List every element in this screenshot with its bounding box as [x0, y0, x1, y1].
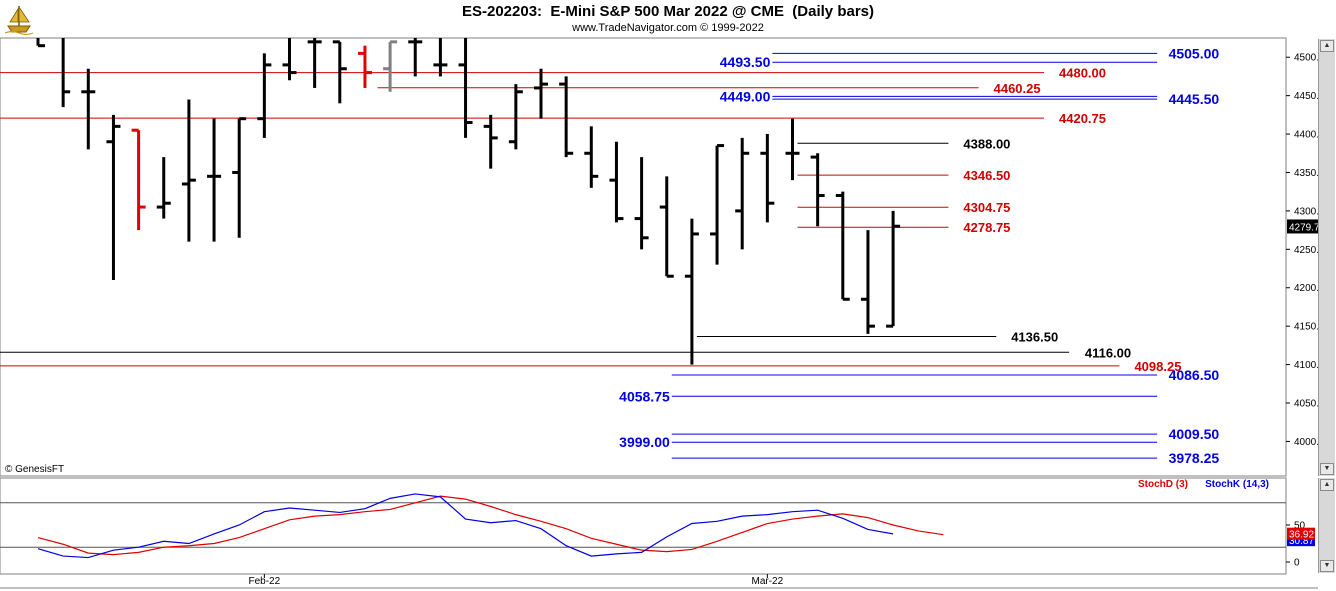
ohlc-bar [181, 99, 196, 242]
price-plot-area [0, 37, 1287, 477]
price-series [0, 38, 1158, 459]
ohlc-bar [634, 157, 649, 250]
chart-subtitle: www.TradeNavigator.com © 1999-2022 [572, 22, 764, 34]
ohlc-bar [860, 230, 875, 334]
ohlc-bar [207, 118, 222, 242]
price-tick-label: 4450.00 [1294, 91, 1331, 102]
stoch-series-line [37, 493, 894, 559]
stochd-value-box [1287, 527, 1315, 540]
price-tick-label: 4500.00 [1294, 53, 1331, 64]
price-tick-label: 4050.00 [1294, 399, 1331, 410]
stochd-value-label: 36.92 [1289, 530, 1314, 541]
ohlc-bar [483, 114, 498, 169]
ohlc-bar [433, 38, 448, 77]
ohlc-bar [232, 117, 247, 238]
level-label: 4493.50 [720, 54, 771, 70]
ohlc-bar [383, 40, 398, 92]
ohlc-bar [131, 128, 146, 231]
ohlc-bar [659, 176, 674, 278]
ohlc-bar [357, 45, 372, 88]
last-price-label: 4279.75 [1289, 222, 1326, 233]
ohlc-bar [332, 40, 347, 104]
level-label: 3978.25 [1169, 450, 1220, 466]
level-label: 4388.00 [963, 136, 1010, 151]
stochastic-plot-area [0, 477, 1287, 575]
ohlc-bar [609, 141, 624, 223]
ohlc-bar [106, 114, 121, 281]
level-label: 4505.00 [1169, 45, 1220, 61]
date-tick-label: Feb-22 [249, 576, 281, 587]
ohlc-bar [81, 68, 96, 150]
ohlc-bar [785, 118, 800, 181]
price-tick-label: 4200.00 [1294, 283, 1331, 294]
price-tick-label: 4100.00 [1294, 360, 1331, 371]
stochastic-panel: Feb-22 Mar-22 0 50 StochD (3) StochK (14,3) 30… [0, 477, 1318, 589]
level-label: 3999.00 [619, 434, 670, 450]
level-label: 4086.50 [1169, 367, 1220, 383]
price-tick-label: 4000.00 [1294, 437, 1331, 448]
chart-header: ES-202203: E-Mini S&P 500 Mar 2022 @ CME… [0, 0, 1336, 38]
level-label: 4009.50 [1169, 426, 1220, 442]
price-tick-label: 4400.00 [1294, 130, 1331, 141]
ohlc-bar [735, 137, 750, 250]
level-label: 4480.00 [1059, 66, 1106, 81]
ohlc-bar [156, 157, 171, 219]
scroll-up-button[interactable]: ▲ [1320, 40, 1334, 52]
ohlc-bar [61, 38, 71, 108]
ohlc-bar [559, 76, 574, 158]
stochk-value-label: 30.87 [1289, 536, 1314, 547]
ohlc-bar [257, 53, 272, 138]
genesis-watermark: © GenesisFT [5, 464, 64, 475]
ohlc-bar [886, 210, 901, 328]
ohlc-bar [584, 126, 599, 188]
level-label: 4058.75 [619, 388, 670, 404]
stochastic-scrollbar[interactable]: ▲ ▼ [1318, 478, 1335, 573]
level-label: 4449.00 [720, 88, 771, 104]
date-tick-label: Mar-22 [752, 576, 784, 587]
level-label: 4445.50 [1169, 91, 1220, 107]
scroll-up-button[interactable]: ▲ [1320, 479, 1334, 491]
chart-title: ES-202203: E-Mini S&P 500 Mar 2022 @ CME… [461, 3, 875, 20]
level-label: 4278.75 [963, 220, 1010, 235]
ohlc-bar [508, 84, 523, 150]
level-label: 4098.25 [1134, 359, 1181, 374]
stoch-tick-label: 0 [1294, 558, 1300, 569]
level-label: 4136.50 [1011, 330, 1058, 345]
stoch-series-line [37, 495, 944, 556]
stochk-value-box [1287, 535, 1315, 547]
level-label: 4346.50 [963, 168, 1010, 183]
scroll-down-button[interactable]: ▼ [1320, 463, 1334, 475]
level-label: 4116.00 [1085, 345, 1131, 360]
ohlc-bar [408, 38, 423, 77]
price-tick-label: 4350.00 [1294, 168, 1331, 179]
ohlc-bar [684, 218, 699, 365]
ohlc-bar [307, 38, 322, 88]
legend-stochd: StochD (3) [1138, 479, 1188, 490]
ohlc-bar [760, 134, 775, 223]
price-tick-label: 4150.00 [1294, 322, 1331, 333]
level-label: 4420.75 [1059, 111, 1106, 126]
level-label: 4460.25 [994, 81, 1041, 96]
stoch-tick-label: 50 [1294, 521, 1306, 532]
ohlc-bar [36, 38, 45, 48]
ohlc-bar [710, 144, 725, 265]
ohlc-bar [282, 38, 297, 81]
price-tick-label: 4250.00 [1294, 245, 1331, 256]
ohlc-bar [835, 191, 850, 301]
legend-stochk: StochK (14,3) [1205, 479, 1269, 490]
ohlc-bar [534, 68, 548, 119]
price-scrollbar[interactable]: ▲ ▼ [1318, 39, 1335, 476]
scroll-down-button[interactable]: ▼ [1320, 560, 1334, 572]
price-panel: 4000.00 4050.00 4100.00 4150.00 4200.00 4250.… [0, 37, 1331, 477]
price-tick-label: 4300.00 [1294, 206, 1331, 217]
ohlc-bar [810, 153, 825, 227]
ohlc-bar [458, 38, 473, 138]
level-label: 4304.75 [963, 200, 1010, 215]
ship-logo-icon [4, 5, 34, 36]
